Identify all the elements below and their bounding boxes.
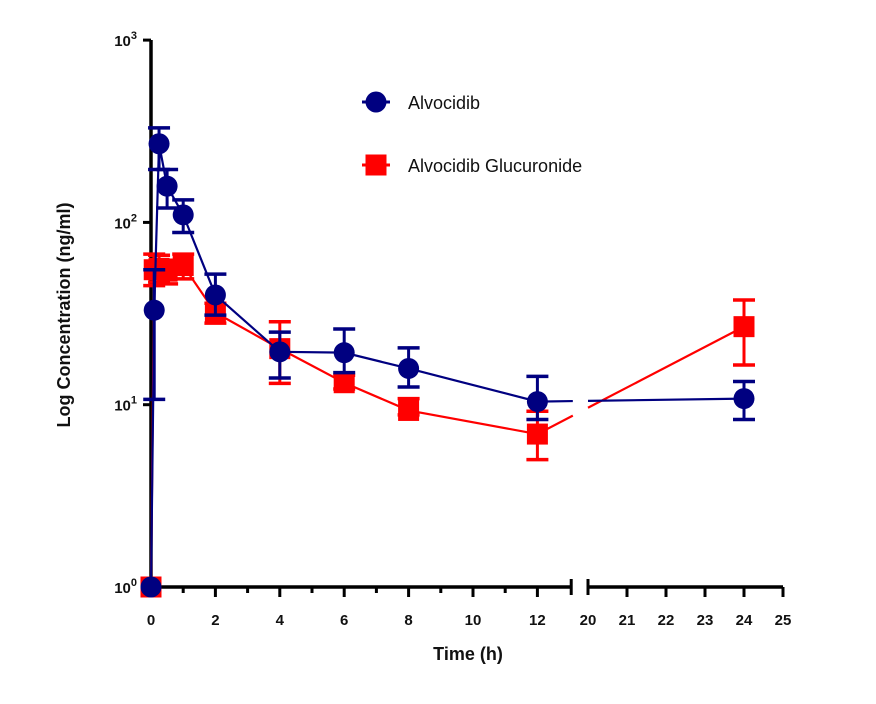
y-tick-label: 102 [114, 212, 137, 232]
data-point [140, 576, 162, 598]
x-tick-label: 12 [529, 612, 546, 629]
x-tick-label: 2 [211, 612, 219, 629]
x-tick-label: 10 [465, 612, 482, 629]
data-point [333, 342, 355, 364]
legend-label: Alvocidib [408, 93, 480, 113]
series-layer [140, 126, 755, 598]
legend-marker-square [365, 154, 387, 176]
series-line [149, 143, 573, 588]
data-point [398, 357, 420, 379]
series-line [587, 397, 745, 402]
data-point [526, 391, 548, 413]
x-tick-label: 25 [775, 612, 792, 629]
legend: Alvocidib Alvocidib Glucuronide [362, 91, 582, 176]
x-tick-label: 24 [736, 612, 753, 629]
x-axis-title: Time (h) [433, 644, 503, 664]
series-line [587, 325, 745, 409]
y-tick-label: 103 [114, 30, 137, 50]
data-point [269, 341, 291, 363]
x-tick-label: 20 [580, 612, 597, 629]
x-tick-label: 6 [340, 612, 348, 629]
data-point [156, 260, 178, 282]
x-tick-label: 22 [658, 612, 675, 629]
x-tick-label: 21 [619, 612, 636, 629]
data-point [733, 316, 755, 338]
data-point [526, 423, 548, 445]
data-point [733, 388, 755, 410]
data-point [148, 133, 170, 155]
data-point [204, 284, 226, 306]
y-tick-label: 101 [114, 395, 137, 415]
data-point [143, 299, 165, 321]
data-point [156, 175, 178, 197]
x-tick-label: 8 [404, 612, 412, 629]
y-tick-label: 100 [114, 577, 137, 597]
x-tick-label: 0 [147, 612, 155, 629]
legend-label: Alvocidib Glucuronide [408, 156, 582, 176]
x-tick-label: 4 [276, 612, 285, 629]
y-axis-title: Log Concentration (ng/ml) [54, 203, 74, 428]
data-point [172, 204, 194, 226]
series-alvocidib [140, 126, 755, 598]
legend-marker-circle [365, 91, 387, 113]
data-point [172, 255, 194, 277]
data-point [398, 399, 420, 421]
series-alvocidib-glucuronide [140, 252, 755, 598]
data-point [333, 372, 355, 394]
legend-item: Alvocidib [362, 91, 480, 113]
legend-item: Alvocidib Glucuronide [362, 154, 582, 176]
x-tick-label: 23 [697, 612, 714, 629]
